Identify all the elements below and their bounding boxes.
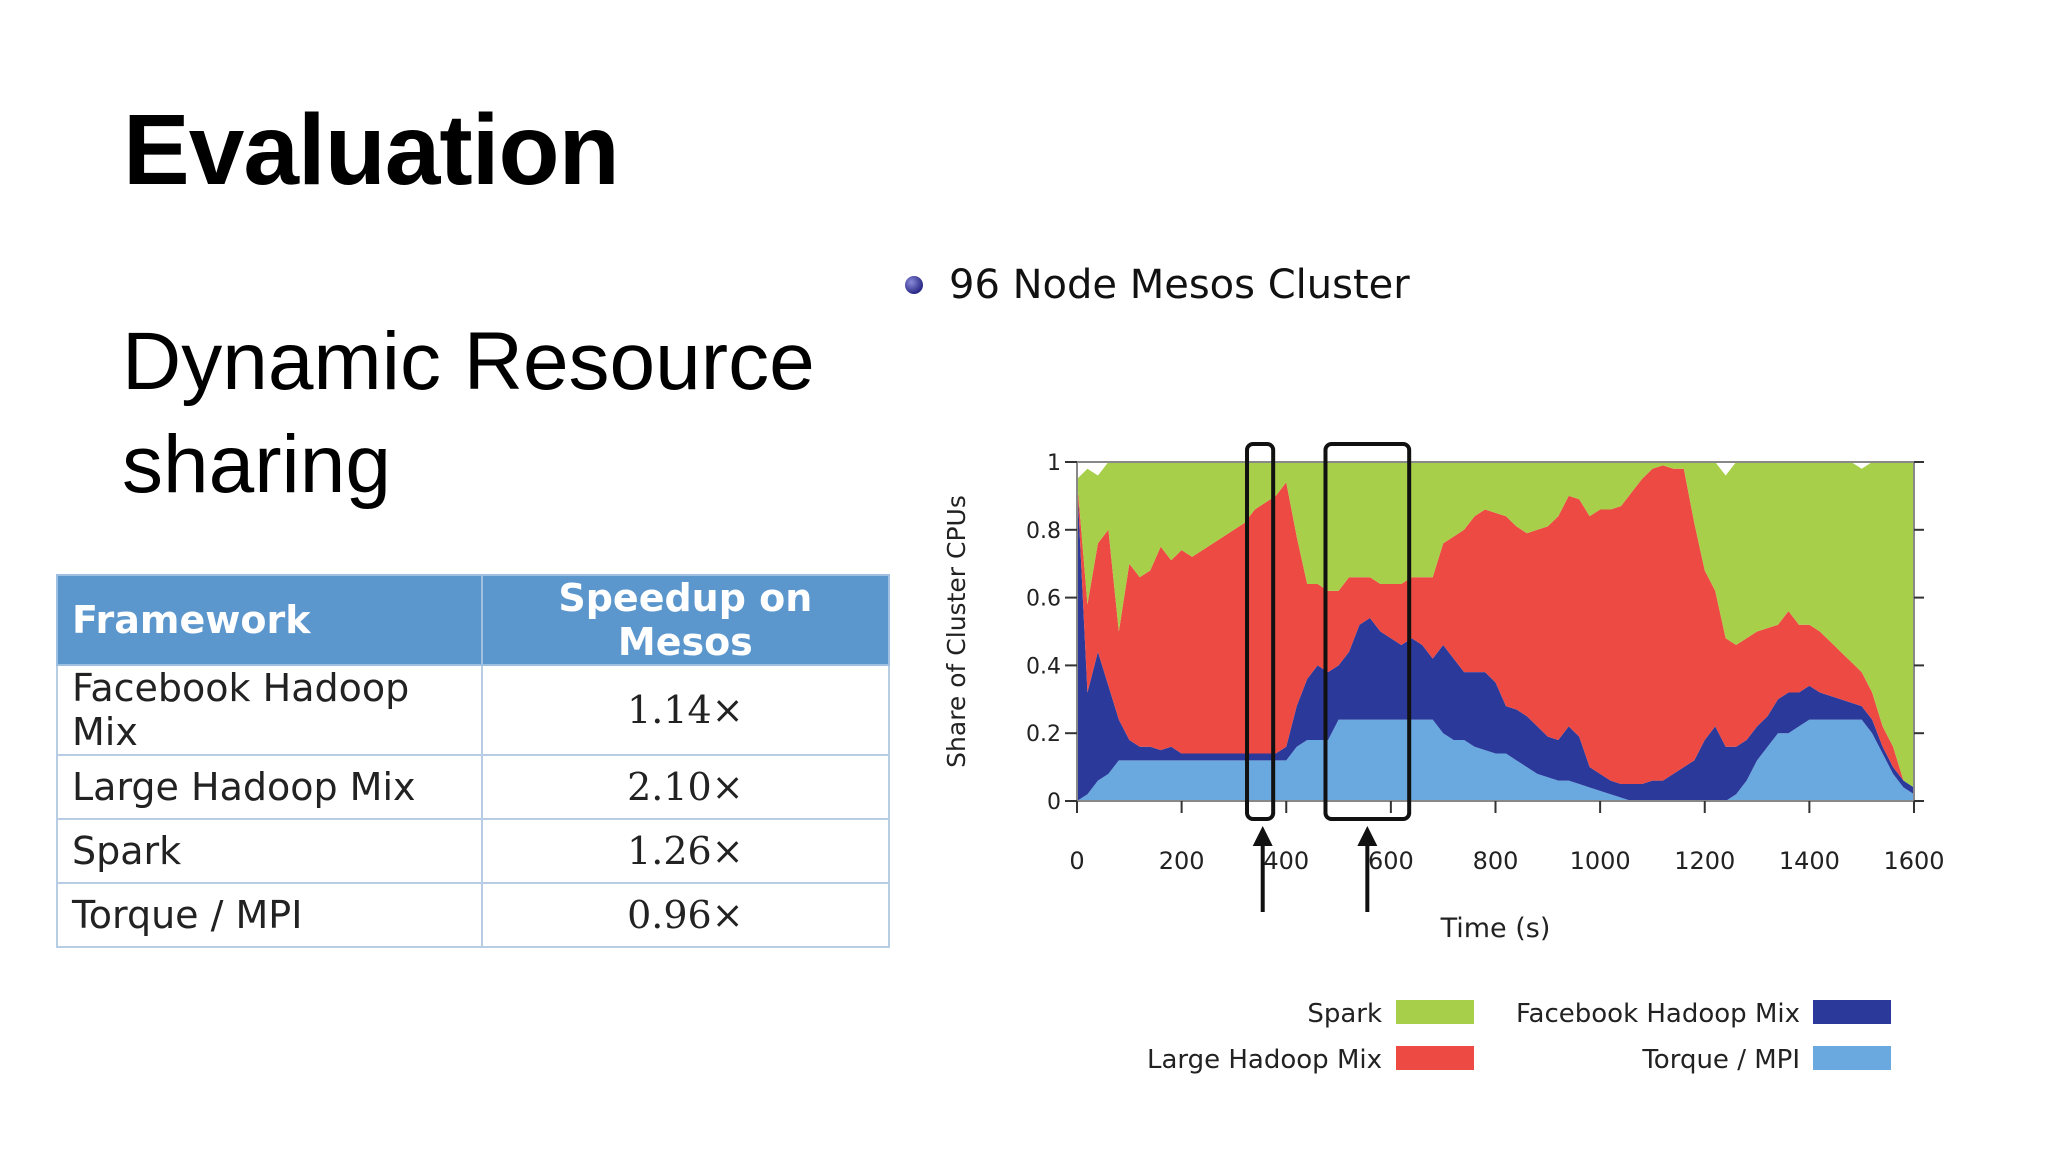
table-row: Torque / MPI 0.96× <box>56 882 891 948</box>
x-tick-label: 400 <box>1263 847 1309 875</box>
stacked-areas <box>1077 462 1914 801</box>
series-area-facebook-hadoop-mix <box>1077 478 1914 801</box>
cell-speedup: 1.26× <box>480 818 891 884</box>
x-tick-label: 1600 <box>1883 847 1944 875</box>
x-tick-label: 1000 <box>1570 847 1631 875</box>
table-row: Spark 1.26× <box>56 818 891 884</box>
cell-speedup: 1.14× <box>480 664 891 756</box>
y-axis-label: Share of Cluster CPUs <box>942 495 971 768</box>
x-tick-label: 600 <box>1368 847 1414 875</box>
x-tick-label: 200 <box>1159 847 1205 875</box>
header-framework: Framework <box>56 574 483 666</box>
x-tick-label: 800 <box>1473 847 1519 875</box>
y-tick-label: 1 <box>1047 451 1061 476</box>
legend-label: Large Hadoop Mix <box>1147 1045 1382 1075</box>
table-header-row: Framework Speedup on Mesos <box>56 574 891 666</box>
series-area-spark <box>1077 462 1914 788</box>
legend-swatch-spark <box>1396 1000 1474 1024</box>
y-tick-label: 0.8 <box>1026 519 1061 544</box>
cell-framework: Spark <box>56 818 483 884</box>
table-row: Large Hadoop Mix 2.10× <box>56 754 891 820</box>
bullet-dot-icon <box>905 276 923 294</box>
legend: Spark Facebook Hadoop Mix Large Hadoop Mix… <box>1147 999 1891 1075</box>
legend-swatch-large-hadoop-mix <box>1396 1046 1474 1070</box>
legend-label: Torque / MPI <box>1641 1045 1800 1075</box>
bullet-text: 96 Node Mesos Cluster <box>949 262 1410 308</box>
axes: 0 200 400 600 800 1000 1200 1400 1600 0 0.2 0.4 0.6 0… <box>942 451 1945 944</box>
table-row: Facebook Hadoop Mix 1.14× <box>56 664 891 756</box>
arrow-up-icon <box>1252 826 1273 846</box>
series-area-large-hadoop-mix <box>1077 465 1914 788</box>
cell-framework: Large Hadoop Mix <box>56 754 483 820</box>
x-tick-label: 0 <box>1069 847 1084 875</box>
cell-framework: Torque / MPI <box>56 882 483 948</box>
y-tick-label: 0.2 <box>1026 722 1061 747</box>
x-tick-label: 1400 <box>1779 847 1840 875</box>
arrow-up-icon <box>1357 826 1378 846</box>
speedup-table: Framework Speedup on Mesos Facebook Hado… <box>56 574 891 948</box>
slide-title: Evaluation <box>123 94 620 206</box>
highlight-box <box>1245 442 1276 821</box>
y-tick-label: 0 <box>1047 790 1061 815</box>
legend-label: Spark <box>1307 999 1382 1029</box>
cell-framework: Facebook Hadoop Mix <box>56 664 483 756</box>
highlight-box <box>1323 442 1412 821</box>
slide-subtitle: Dynamic Resource sharing <box>122 316 815 510</box>
legend-swatch-facebook-hadoop-mix <box>1813 1000 1891 1024</box>
series-area-torque-mpi <box>1077 719 1914 801</box>
cell-speedup: 2.10× <box>480 754 891 820</box>
annotations <box>1245 442 1412 912</box>
y-tick-label: 0.6 <box>1026 587 1061 612</box>
legend-label: Facebook Hadoop Mix <box>1516 999 1800 1029</box>
cell-speedup: 0.96× <box>480 882 891 948</box>
x-tick-label: 1200 <box>1674 847 1735 875</box>
x-axis-label: Time (s) <box>1440 913 1551 944</box>
header-speedup: Speedup on Mesos <box>480 574 891 666</box>
y-tick-label: 0.4 <box>1026 654 1061 679</box>
legend-swatch-torque-mpi <box>1813 1046 1891 1070</box>
bullet-item: 96 Node Mesos Cluster <box>905 262 1410 308</box>
